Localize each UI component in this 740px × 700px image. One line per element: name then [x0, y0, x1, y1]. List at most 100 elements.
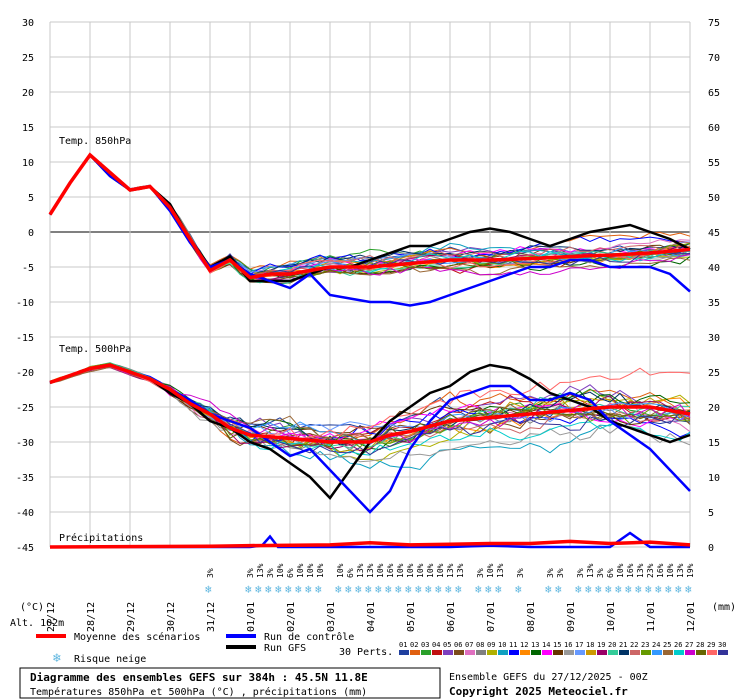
date-tick-label: 12/01 [686, 602, 697, 632]
right-tick-label: 5 [708, 508, 714, 519]
snowflake-icon: ❄ [355, 583, 362, 596]
snowflake-icon: ❄ [485, 583, 492, 596]
snow-risk-pct: 10% [336, 563, 345, 578]
pert-number: 24 [652, 641, 660, 649]
snow-risk-item: 13% ❄ [365, 563, 375, 596]
right-tick-label: 75 [708, 18, 720, 29]
pert-swatch [520, 650, 530, 655]
pert-swatch [443, 650, 453, 655]
date-tick-label: 08/01 [526, 602, 537, 632]
pert-swatch [410, 650, 420, 655]
snowflake-icon: ❄ [645, 583, 652, 596]
snow-risk-pct: 10% [616, 563, 625, 578]
plot-area [48, 152, 691, 549]
snow-risk-pct: 3% [556, 568, 565, 578]
pert-swatch [619, 650, 629, 655]
pert-swatch [575, 650, 585, 655]
snowflake-icon: ❄ [475, 583, 482, 596]
snowflake-icon: ❄ [245, 583, 252, 596]
snowflake-icon: ❄ [445, 583, 452, 596]
snow-risk-item: 10% ❄ [415, 563, 425, 596]
pert-swatch [652, 650, 662, 655]
snowflake-icon: ❄ [365, 583, 372, 596]
pert-number: 10 [498, 641, 506, 649]
right-tick-label: 10 [708, 473, 720, 484]
pert-swatch [498, 650, 508, 655]
left-tick-label: 0 [28, 228, 34, 239]
snow-risk-item: 3% ❄ [555, 568, 565, 596]
footer-copyright: Copyright 2025 Meteociel.fr [449, 685, 628, 698]
snow-risk-item: 10% ❄ [275, 563, 285, 596]
snow-risk-item: 13% ❄ [445, 563, 455, 596]
pert-swatch [476, 650, 486, 655]
date-tick-label: 31/12 [206, 602, 217, 632]
snowflake-icon: ❄ [335, 583, 342, 596]
snow-risk-pct: 6% [606, 568, 615, 578]
snow-risk-pct: 10% [396, 563, 405, 578]
pert-number: 13 [531, 641, 539, 649]
snow-risk-item: 10% ❄ [375, 563, 385, 596]
mean-500-line [49, 363, 691, 444]
snowflake-icon: ❄ [675, 583, 682, 596]
right-tick-label: 15 [708, 438, 720, 449]
date-tick-label: 04/01 [366, 602, 377, 632]
snowflake-icon: ❄ [255, 583, 262, 596]
altitude-label: Alt. 102m [10, 618, 64, 629]
footer-box [19, 667, 441, 699]
precip-mean-line [49, 539, 691, 549]
pert-swatch [685, 650, 695, 655]
left-tick-label: -15 [16, 333, 34, 344]
snow-risk-pct: 13% [446, 563, 455, 578]
pert-swatch [487, 650, 497, 655]
snowflake-icon: ❄ [52, 651, 61, 666]
snowflake-icon: ❄ [405, 583, 412, 596]
date-tick-label: 27/12 [46, 602, 57, 632]
right-tick-label: 60 [708, 123, 720, 134]
pert-swatch [509, 650, 519, 655]
snow-risk-pct: 13% [586, 563, 595, 578]
snow-risk-pct: 13% [456, 563, 465, 578]
footer-run-date: Ensemble GEFS du 27/12/2025 - 00Z [449, 672, 648, 683]
date-axis: 27/12 28/12 29/12 30/12 31/12 01/01 02/01 03/01… [46, 602, 697, 632]
snowflake-icon: ❄ [345, 583, 352, 596]
snow-risk-item: 13% ❄ [635, 563, 645, 596]
precip-panel-label: Précipitations [59, 532, 143, 544]
pert-number: 05 [443, 641, 451, 649]
t850-panel-label: Temp. 850hPa [59, 136, 131, 147]
pert-swatch [421, 650, 431, 655]
snow-risk-item: 10% ❄ [665, 563, 675, 596]
snow-risk-pct: 10% [316, 563, 325, 578]
left-tick-label: -10 [16, 298, 34, 309]
snowflake-icon: ❄ [605, 583, 612, 596]
snow-risk-pct: 3% [596, 568, 605, 578]
ensemble-member-500 [49, 365, 691, 441]
snowflake-icon: ❄ [295, 583, 302, 596]
snow-risk-pct: 10% [486, 563, 495, 578]
snow-risk-item: 13% ❄ [255, 563, 265, 596]
snow-risk-pct: 10% [306, 563, 315, 578]
snowflake-icon: ❄ [625, 583, 632, 596]
right-tick-label: 45 [708, 228, 720, 239]
pert-number: 08 [476, 641, 484, 649]
snow-risk-pct: 6% [286, 568, 295, 578]
snow-risk-pct: 10% [406, 563, 415, 578]
pert-number: 22 [630, 641, 638, 649]
pert-swatch [707, 650, 717, 655]
pert-swatch [586, 650, 596, 655]
date-tick-label: 07/01 [486, 602, 497, 632]
left-tick-label: 10 [22, 158, 34, 169]
snow-risk-item: 19% ❄ [685, 563, 695, 596]
snow-risk-item: 10% ❄ [315, 563, 325, 596]
snow-risk-pct: 13% [676, 563, 685, 578]
right-tick-label: 50 [708, 193, 720, 204]
snow-risk-item: 3% ❄ [265, 568, 275, 596]
pert-swatch [608, 650, 618, 655]
snowflake-icon: ❄ [685, 583, 692, 596]
snow-risk-item: 3% ❄ [515, 568, 525, 596]
left-tick-label: 30 [22, 18, 34, 29]
left-tick-label: -35 [16, 473, 34, 484]
snow-risk-item: 3% ❄ [545, 568, 555, 596]
snowflake-icon: ❄ [665, 583, 672, 596]
date-tick-label: 09/01 [566, 602, 577, 632]
